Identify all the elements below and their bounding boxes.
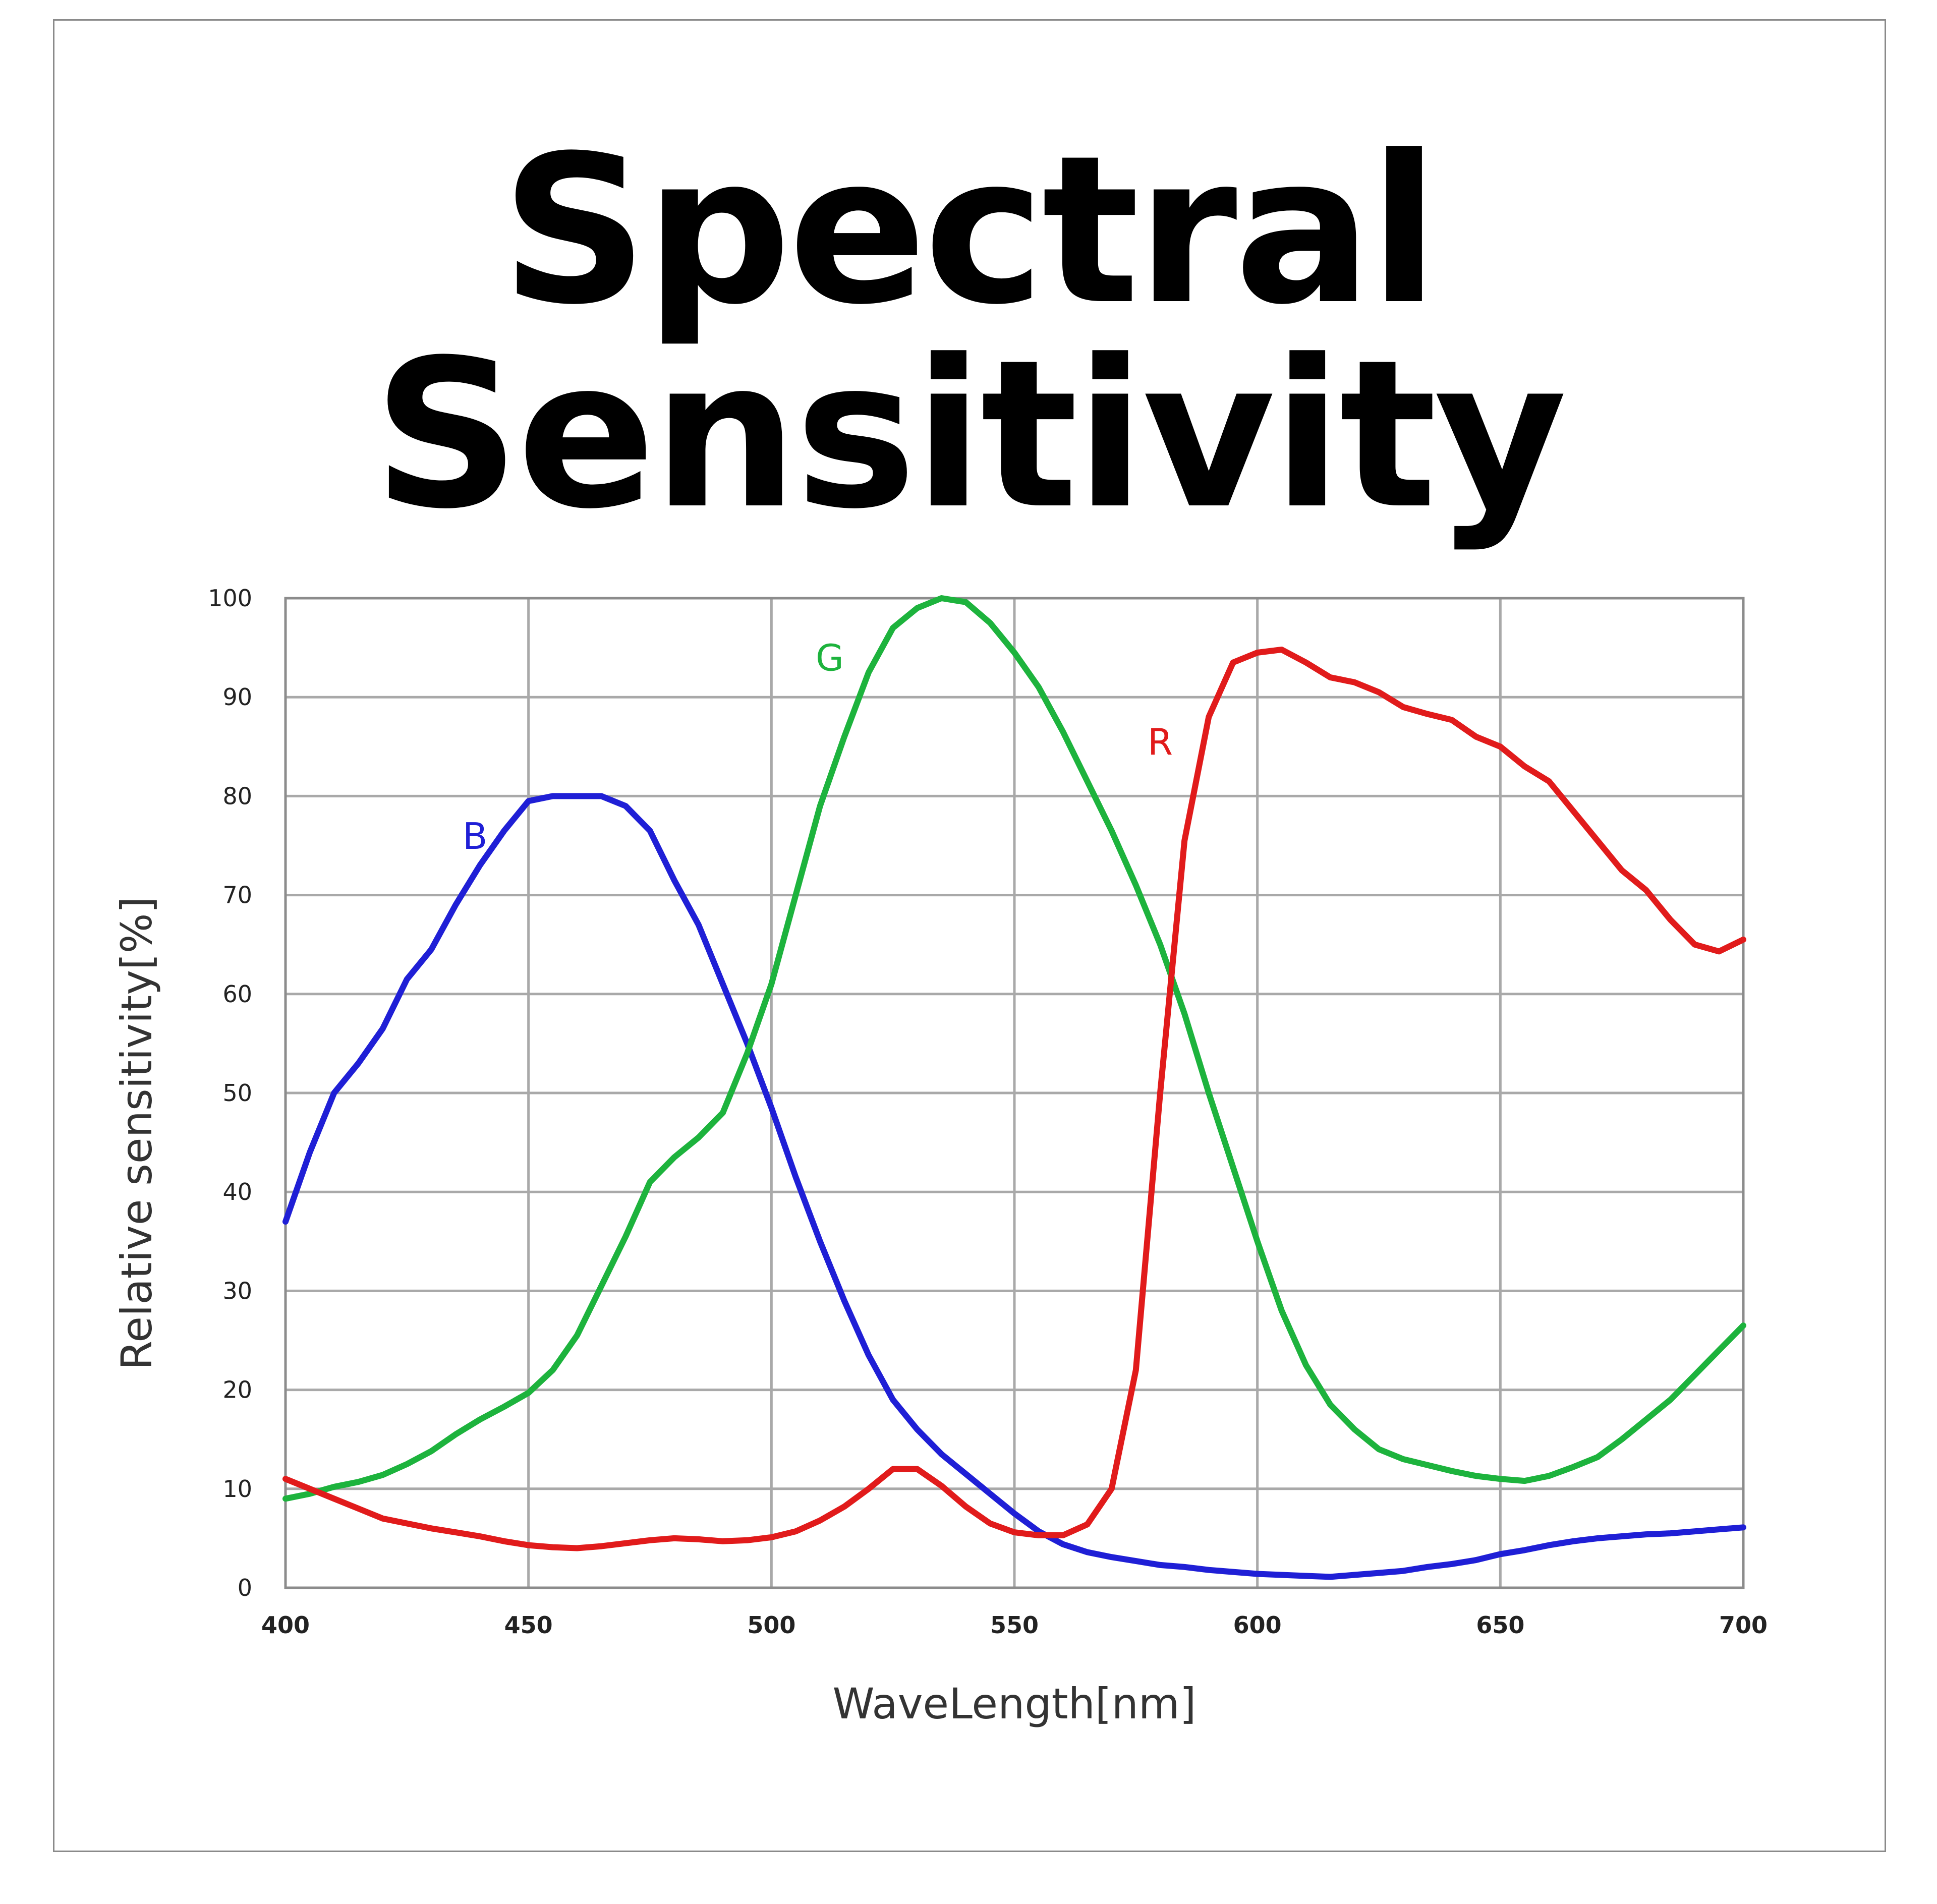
x-tick-label-700: 700 [1719, 1611, 1768, 1639]
y-tick-label-100: 100 [208, 585, 252, 612]
x-tick-labels: 400 450 500 550 600 650 700 [261, 1611, 1768, 1639]
x-tick-label-650: 650 [1476, 1611, 1524, 1639]
y-tick-labels: 0 10 20 30 40 50 60 70 80 90 100 [208, 585, 252, 1601]
series-label-g: G [816, 637, 844, 679]
series-lines [282, 595, 1746, 1580]
y-tick-label-0: 0 [238, 1574, 252, 1601]
y-tick-label-40: 40 [222, 1178, 252, 1205]
x-axis-label: WaveLength[nm] [833, 1679, 1197, 1728]
plot-area-border [284, 597, 1745, 1589]
x-tick-label-600: 600 [1233, 1611, 1282, 1639]
y-tick-label-70: 70 [222, 882, 252, 909]
y-tick-label-20: 20 [222, 1376, 252, 1404]
series-labels: B G R [463, 637, 1173, 857]
y-tick-label-10: 10 [222, 1475, 252, 1503]
x-tick-label-550: 550 [990, 1611, 1039, 1639]
y-tick-label-80: 80 [222, 782, 252, 810]
series-line-b [282, 793, 1746, 1580]
y-tick-label-90: 90 [222, 683, 252, 711]
series-line-g [282, 595, 1746, 1502]
y-axis-label: Relative sensitivity[%] [112, 897, 161, 1370]
series-label-r: R [1148, 721, 1173, 763]
y-tick-label-50: 50 [222, 1079, 252, 1107]
y-tick-label-30: 30 [222, 1277, 252, 1304]
page-title: Spectral Sensitivity [373, 111, 1567, 554]
series-line-r [282, 647, 1746, 1551]
x-tick-label-450: 450 [504, 1611, 553, 1639]
grid [284, 597, 1745, 1589]
series-label-b: B [463, 815, 487, 857]
y-tick-label-60: 60 [222, 980, 252, 1008]
x-tick-label-400: 400 [261, 1611, 310, 1639]
image-frame [53, 19, 1886, 1852]
x-tick-label-500: 500 [747, 1611, 795, 1639]
